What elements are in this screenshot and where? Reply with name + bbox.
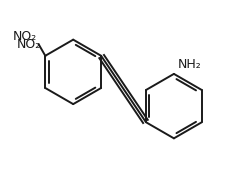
Text: NH₂: NH₂ [178,58,202,71]
Text: NO₂: NO₂ [13,30,37,43]
Text: NO₂: NO₂ [17,38,41,51]
